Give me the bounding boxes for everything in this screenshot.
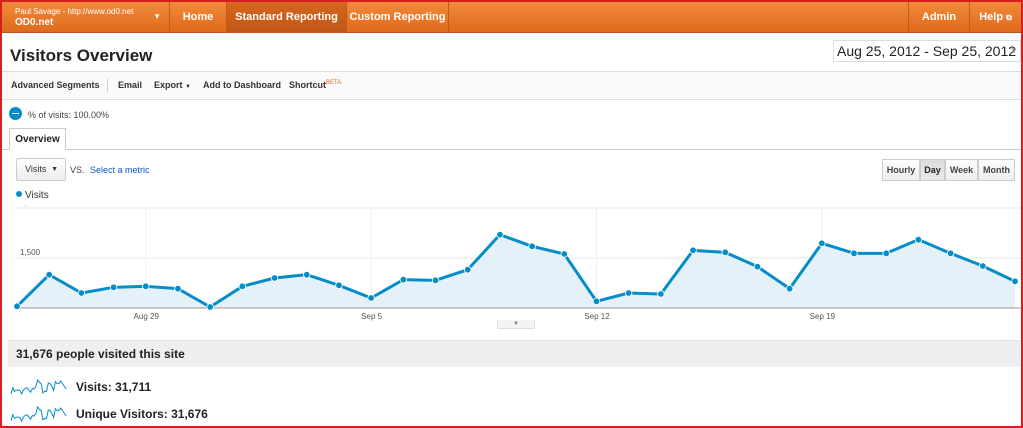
y-tick-label: 1,500 [20, 248, 41, 257]
tab-overview[interactable]: Overview [9, 128, 66, 150]
x-tick-label: Sep 5 [361, 312, 382, 321]
data-point [109, 283, 118, 292]
report-toolbar: Advanced Segments Email Export ▼ Add to … [2, 71, 1021, 100]
x-tick-label: Sep 19 [810, 312, 836, 321]
chart-legend: Visits [16, 190, 49, 201]
data-point [689, 246, 697, 255]
legend-label: Visits [25, 190, 49, 201]
data-point [238, 282, 247, 291]
segment-pie-icon[interactable] [9, 107, 22, 120]
chevron-down-icon: ▼ [51, 166, 58, 173]
data-point [560, 250, 568, 258]
visits-sparkline [10, 378, 67, 396]
data-point [592, 297, 601, 306]
x-tick-label: Sep 12 [584, 312, 610, 321]
help-label: Help [979, 11, 1004, 23]
visits-chart[interactable]: 3,000 1,500 Aug 29 Sep 5 Sep 12 Sep 19 [0, 205, 1023, 335]
metric-value: Visits [25, 164, 47, 174]
advanced-segments-button[interactable]: Advanced Segments [11, 80, 100, 90]
series-area-visits [17, 234, 1015, 308]
series-line-visits [15, 233, 1016, 309]
data-point [818, 239, 826, 248]
segment-percentage: % of visits: 100.00% [28, 110, 110, 120]
shortcut-label: Shortcut [289, 80, 326, 90]
select-metric-link[interactable]: Select a metric [90, 165, 150, 175]
data-point [206, 303, 214, 311]
unique-visitors-stat-label: Unique Visitors: 31,676 [76, 407, 208, 421]
granularity-month-button[interactable]: Month [978, 159, 1015, 181]
chevron-down-icon: ▼ [1010, 46, 1018, 55]
data-point [335, 281, 343, 290]
data-point [753, 262, 762, 271]
nav-standard-reporting[interactable]: Standard Reporting [227, 2, 347, 33]
tab-divider [2, 149, 1021, 150]
y-tick-label: 3,000 [20, 205, 41, 207]
data-point [528, 242, 536, 251]
date-range-value: Aug 25, 2012 - Sep 25, 2012 [837, 43, 1017, 59]
beta-badge: BETA [326, 80, 342, 86]
data-point [496, 230, 504, 239]
metric-dropdown[interactable]: Visits ▼ [16, 158, 66, 181]
granularity-week-button[interactable]: Week [945, 159, 978, 181]
nav-help[interactable]: Help ⧉ [970, 2, 1021, 33]
data-point [979, 262, 987, 270]
data-point [174, 284, 182, 293]
data-point [721, 248, 729, 257]
vs-label: VS. [70, 165, 85, 175]
date-range-picker[interactable]: Aug 25, 2012 - Sep 25, 2012 ▼ [833, 40, 1021, 62]
data-point [785, 284, 794, 293]
data-point [464, 265, 472, 274]
data-point [882, 249, 890, 258]
nav-admin[interactable]: Admin [908, 2, 970, 33]
unique-visitors-sparkline [10, 405, 67, 423]
data-point [270, 274, 279, 282]
data-point [45, 270, 53, 279]
data-point [946, 249, 955, 258]
data-point [850, 249, 858, 258]
export-label: Export [154, 80, 183, 90]
chevron-down-icon: ▼ [153, 12, 161, 21]
nav-custom-reporting[interactable]: Custom Reporting [347, 2, 449, 33]
summary-headline: 31,676 people visited this site [16, 347, 185, 361]
export-button[interactable]: Export ▼ [154, 80, 191, 90]
email-button[interactable]: Email [118, 80, 143, 90]
visits-chart-svg: 3,000 1,500 Aug 29 Sep 5 Sep 12 Sep 19 [13, 205, 1021, 321]
nav-home[interactable]: Home [170, 2, 227, 33]
data-point [399, 275, 408, 284]
data-point [431, 276, 440, 285]
data-point [367, 294, 375, 302]
data-point [914, 235, 923, 244]
chevron-down-icon: ▼ [185, 84, 191, 90]
data-point [303, 270, 311, 279]
granularity-hourly-button[interactable]: Hourly [882, 159, 920, 181]
account-selector[interactable]: Paul Savage - http://www.od0.net OD0.net… [2, 2, 170, 33]
data-point [657, 290, 665, 298]
legend-dot [16, 191, 22, 197]
chart-collapse-handle[interactable]: ▼ [497, 320, 535, 329]
toolbar-divider [107, 79, 108, 92]
granularity-day-button[interactable]: Day [920, 159, 945, 181]
account-url: Paul Savage - http://www.od0.net [15, 7, 134, 16]
data-point [624, 289, 633, 297]
external-link-icon: ⧉ [1006, 13, 1012, 22]
data-point [77, 289, 86, 297]
account-name: OD0.net [15, 17, 54, 28]
data-point [142, 282, 150, 291]
data-point [13, 302, 21, 311]
visits-stat-label: Visits: 31,711 [76, 380, 152, 394]
x-tick-label: Aug 29 [134, 312, 160, 321]
summary-bar: 31,676 people visited this site [8, 340, 1020, 367]
shortcut-button[interactable]: ShortcutBETA [289, 80, 341, 90]
page-title: Visitors Overview [10, 46, 153, 65]
add-to-dashboard-button[interactable]: Add to Dashboard [203, 80, 281, 90]
data-point [1011, 277, 1019, 286]
top-navigation: Paul Savage - http://www.od0.net OD0.net… [2, 2, 1021, 33]
